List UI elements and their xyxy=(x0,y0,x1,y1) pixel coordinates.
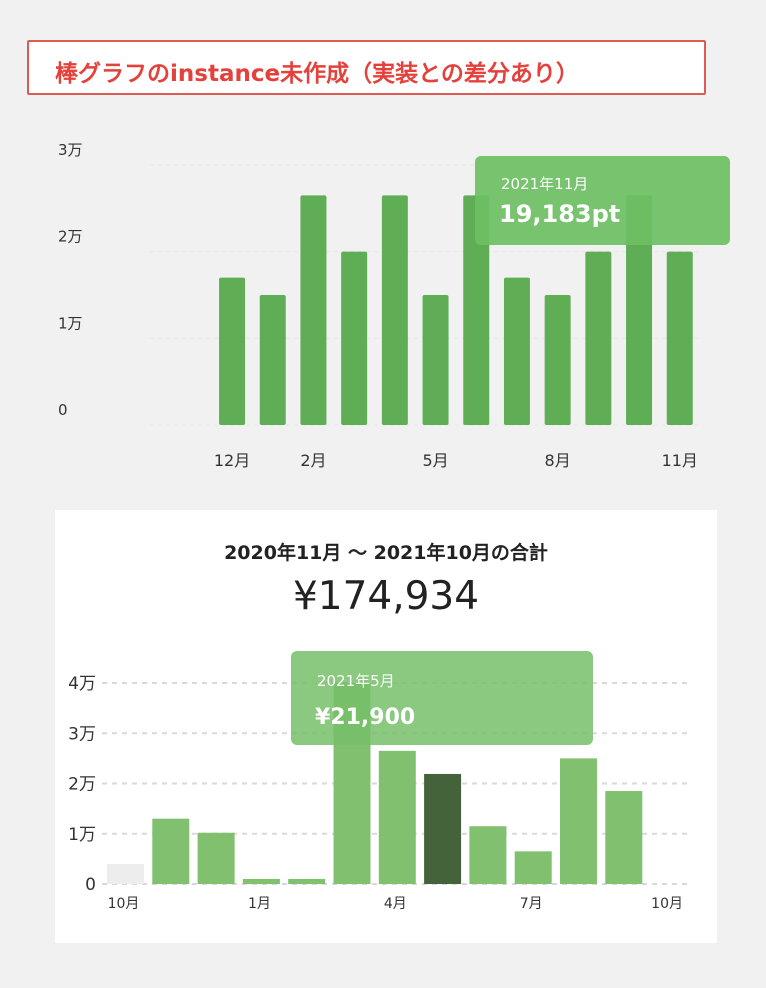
y-tick-label: 1万 xyxy=(68,825,96,845)
x-tick-label: 10月 xyxy=(651,896,683,912)
bar xyxy=(300,195,327,425)
x-tick-label: 7月 xyxy=(520,896,543,912)
x-tick-label: 5月 xyxy=(422,451,448,470)
x-tick-label: 12月 xyxy=(214,451,250,470)
bar xyxy=(626,195,653,425)
x-tick-label: 2月 xyxy=(300,451,326,470)
bar xyxy=(107,863,144,884)
bar xyxy=(424,773,462,884)
points-tooltip: 2021年11月 19,183pt xyxy=(475,156,730,245)
bar xyxy=(197,832,235,884)
title-banner: 棒グラフのinstance未作成（実装との差分あり） xyxy=(27,40,706,95)
bar xyxy=(152,818,190,884)
y-tick-label: 4万 xyxy=(68,674,96,694)
x-tick-label: 11月 xyxy=(662,451,698,470)
y-tick-label: 0 xyxy=(85,875,96,895)
y-tick-label: 3万 xyxy=(58,141,83,159)
y-tick-label: 3万 xyxy=(68,724,96,744)
points-tooltip-value: 19,183pt xyxy=(499,200,621,228)
period-heading: 2020年11月 〜 2021年10月の合計 xyxy=(224,542,548,564)
x-tick-label: 8月 xyxy=(545,451,571,470)
bar xyxy=(378,750,416,884)
points-tooltip-label: 2021年11月 xyxy=(501,175,589,193)
spending-tooltip-value: ¥21,900 xyxy=(315,705,416,730)
y-tick-label: 2万 xyxy=(58,228,83,246)
bar xyxy=(469,826,507,884)
bar xyxy=(585,251,612,425)
bar xyxy=(381,195,408,425)
spending-tooltip: 2021年5月 ¥21,900 xyxy=(291,651,593,745)
bar xyxy=(514,851,552,884)
bar xyxy=(242,878,280,884)
bar xyxy=(544,295,571,425)
points-bar-chart: 0 1万 2万 3万 12月 2月 5月 8月 11月 xyxy=(58,141,700,470)
bar xyxy=(219,277,246,425)
bar xyxy=(259,295,286,425)
bar xyxy=(463,195,490,425)
bar xyxy=(666,251,693,425)
bar xyxy=(288,878,326,884)
y-tick-label: 1万 xyxy=(58,314,83,332)
page-title: 棒グラフのinstance未作成（実装との差分あり） xyxy=(55,61,579,87)
y-tick-label: 0 xyxy=(58,401,68,419)
bar xyxy=(341,251,368,425)
period-total: ¥174,934 xyxy=(292,574,480,619)
bar xyxy=(503,277,530,425)
x-tick-label: 10月 xyxy=(108,896,140,912)
spending-tooltip-label: 2021年5月 xyxy=(317,672,395,690)
bar xyxy=(560,758,597,884)
y-tick-label: 2万 xyxy=(68,775,96,795)
x-tick-label: 4月 xyxy=(384,896,407,912)
bar xyxy=(422,295,449,425)
x-tick-label: 1月 xyxy=(248,896,271,912)
bar xyxy=(605,791,643,884)
